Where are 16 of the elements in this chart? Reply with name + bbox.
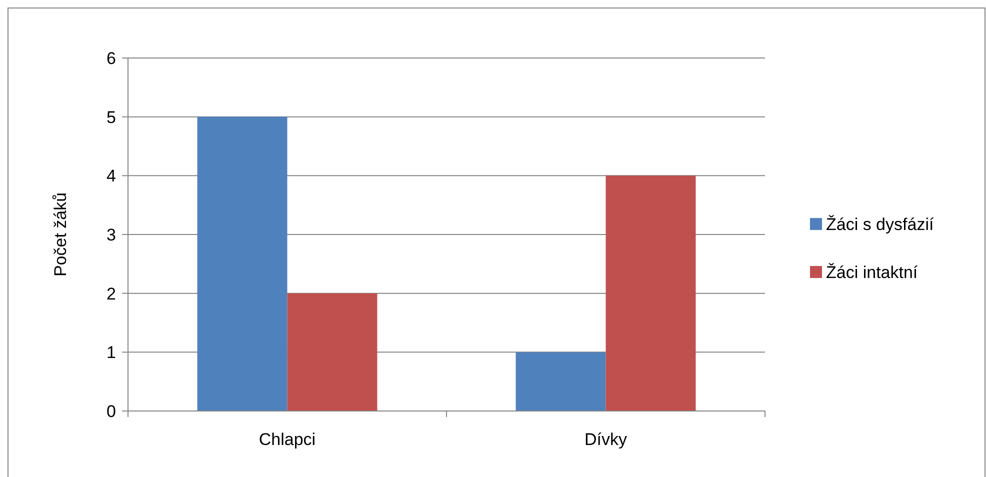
y-tick-label: 0 <box>106 402 116 421</box>
x-tick-label: Chlapci <box>258 430 316 449</box>
y-tick-label: 1 <box>106 343 116 362</box>
y-tick-label: 5 <box>106 108 116 127</box>
y-tick-label: 2 <box>106 284 116 304</box>
y-tick-label: 6 <box>106 48 116 68</box>
y-axis-title: Počet žáků <box>51 192 70 277</box>
y-tick-label: 3 <box>106 225 116 244</box>
bar <box>606 176 696 411</box>
legend-label: Žáci s dysfázií <box>826 214 934 234</box>
legend-label: Žáci intaktní <box>826 262 918 282</box>
bar <box>287 293 378 411</box>
bar <box>197 116 288 411</box>
x-tick-label: Dívky <box>584 430 628 449</box>
y-tick-label: 4 <box>106 166 116 186</box>
bar <box>516 352 606 411</box>
